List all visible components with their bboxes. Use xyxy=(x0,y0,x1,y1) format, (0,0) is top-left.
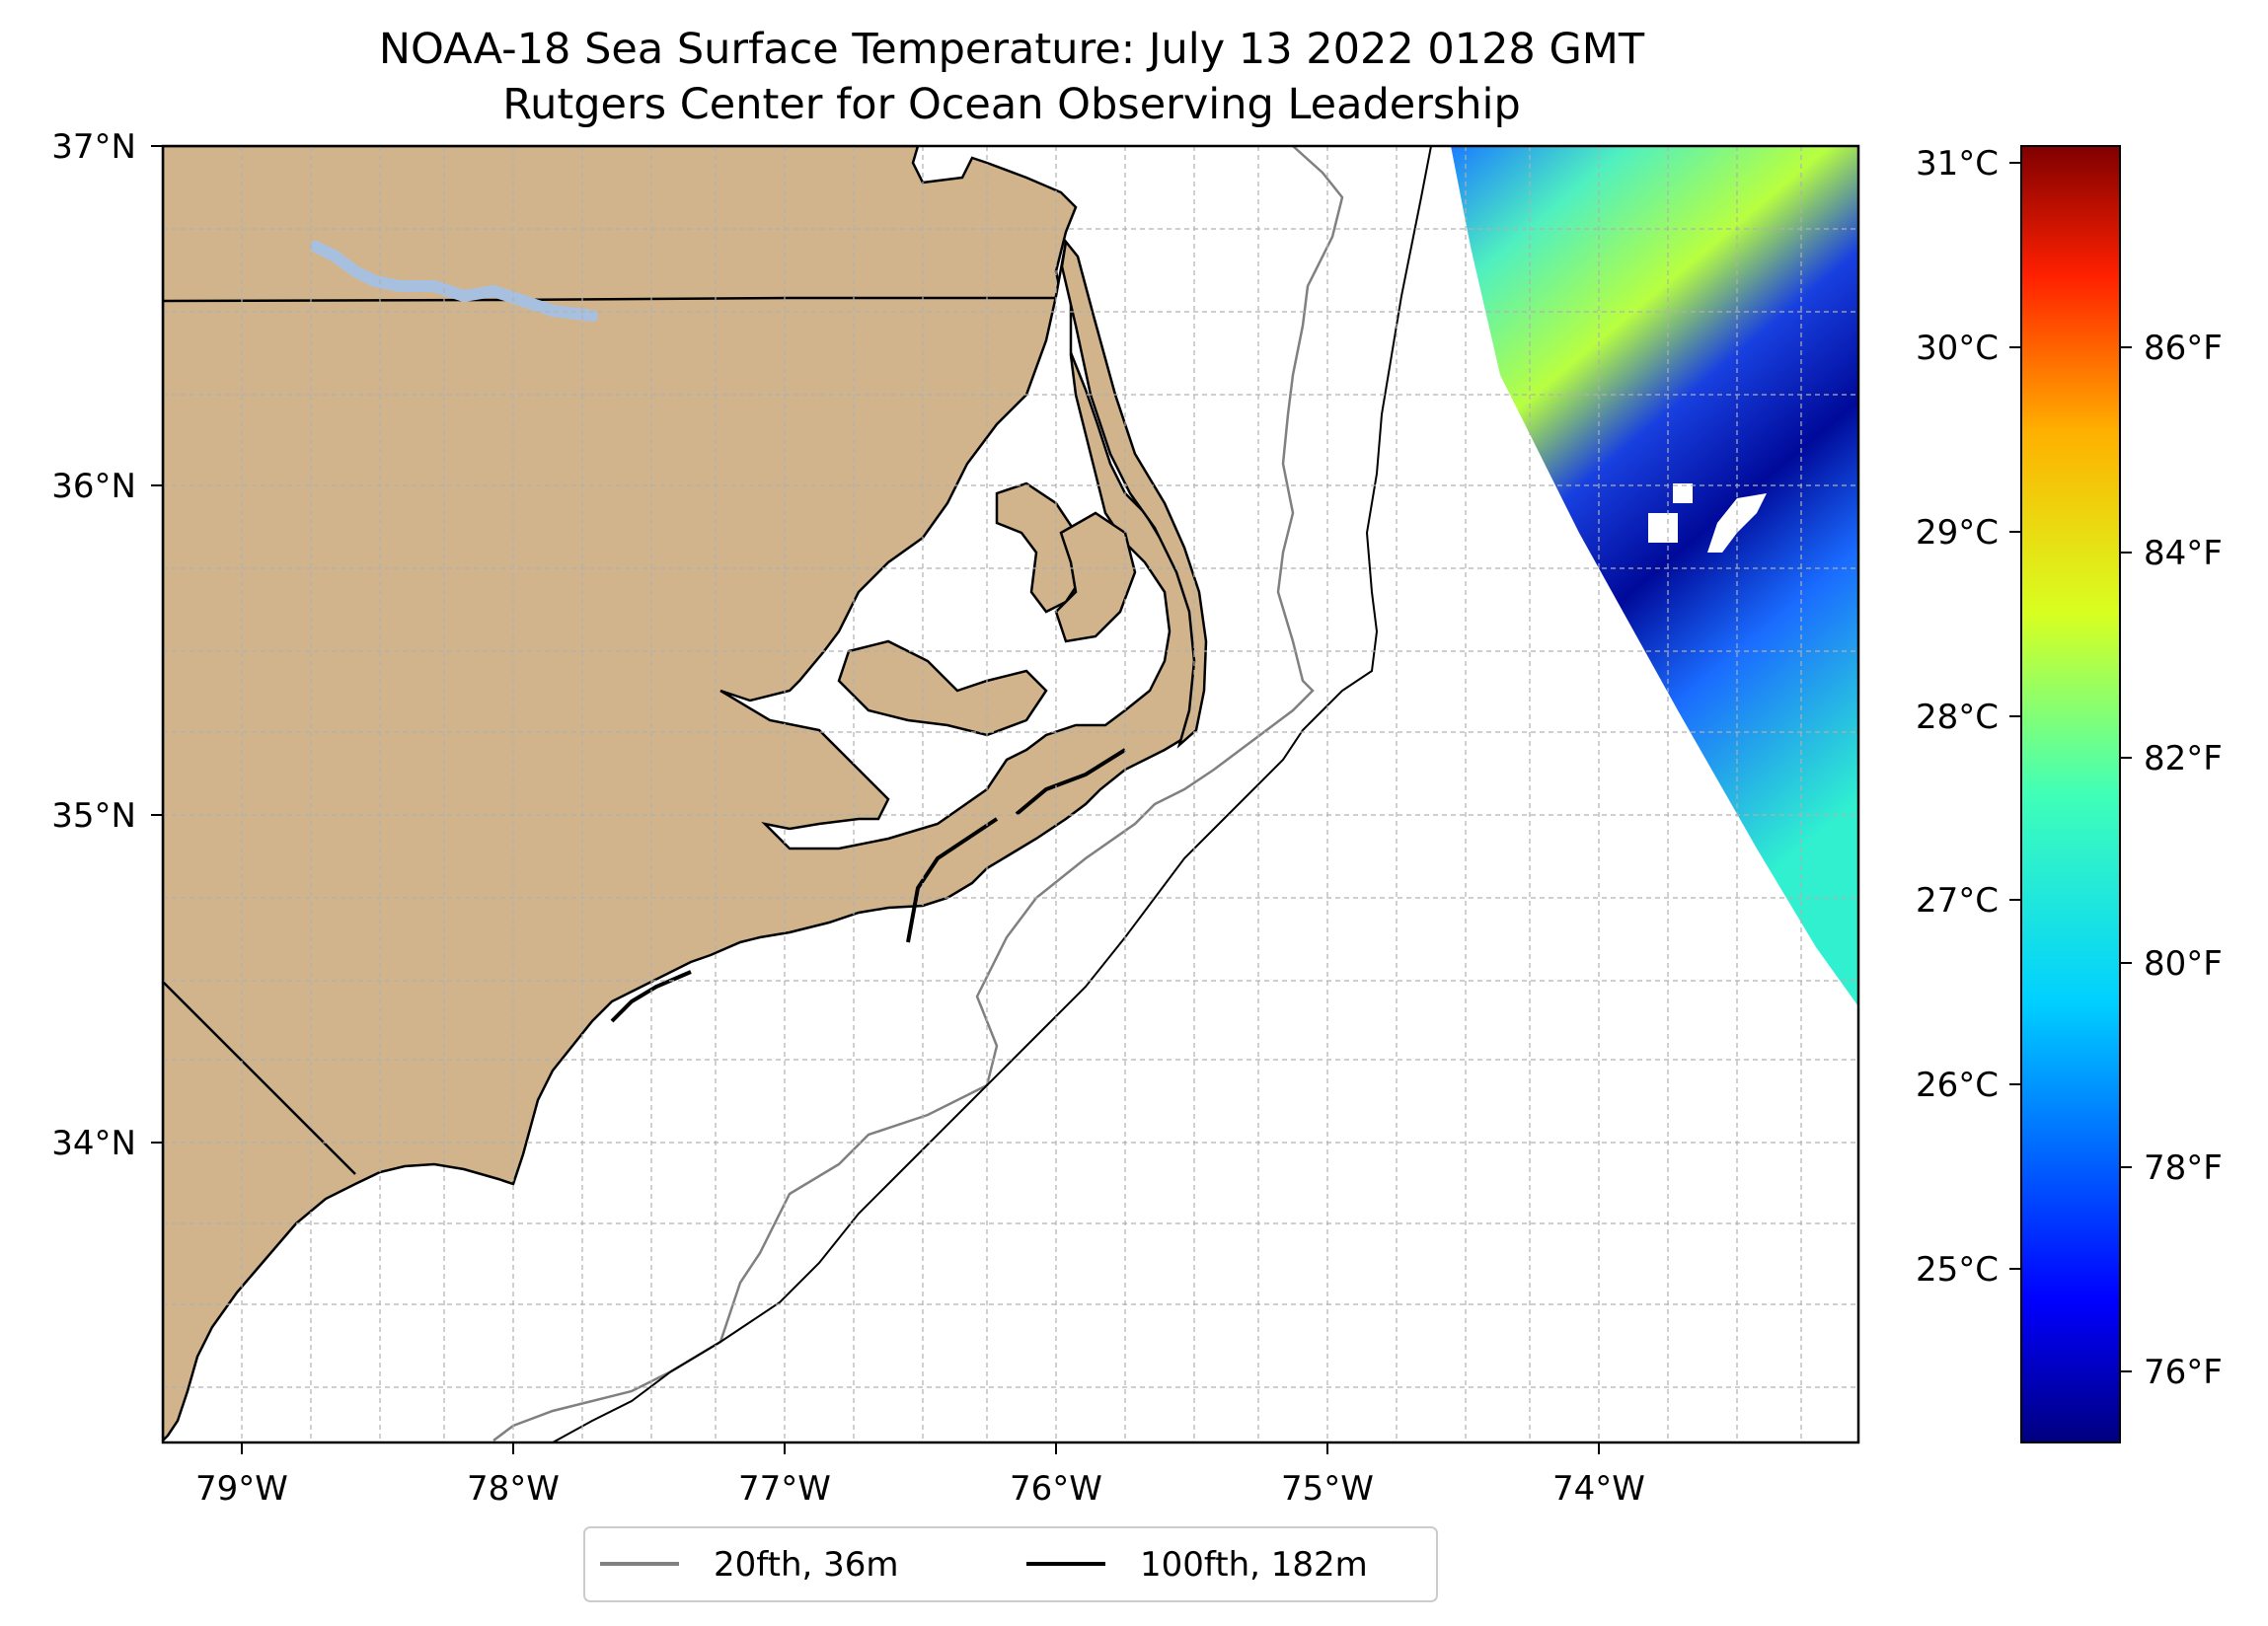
lon-label: 77°W xyxy=(738,1469,831,1509)
sound-water xyxy=(719,241,1172,850)
colorbar-ticks-fahrenheit xyxy=(2120,346,2132,1372)
legend-label-100fth: 100fth, 182m xyxy=(1140,1545,1368,1585)
colorbar-fahrenheit-label: 78°F xyxy=(2144,1148,2223,1188)
lon-ticks xyxy=(241,1442,1600,1454)
gridlines xyxy=(163,146,1858,1442)
lat-ticks xyxy=(151,145,163,1144)
colorbar-fahrenheit-label: 80°F xyxy=(2144,944,2223,984)
colorbar xyxy=(2020,145,2121,1443)
isobath-20fth-line xyxy=(492,146,1344,1441)
map-frame xyxy=(161,144,1860,1444)
lon-label: 79°W xyxy=(195,1469,288,1509)
legend-label-20fth: 20fth, 36m xyxy=(714,1545,899,1585)
legend: 20fth, 36m 100fth, 182m xyxy=(583,1526,1438,1602)
peninsula xyxy=(837,639,1048,737)
lake-gaston xyxy=(310,241,598,322)
chart-title: NOAA-18 Sea Surface Temperature: July 13… xyxy=(378,25,1645,74)
lat-label: 34°N xyxy=(51,1124,136,1163)
colorbar-fahrenheit-label: 84°F xyxy=(2144,534,2223,573)
colorbar-ticks-celsius xyxy=(2009,162,2021,1270)
colorbar-fahrenheit-label: 86°F xyxy=(2144,329,2223,368)
colorbar-fahrenheit-label: 82°F xyxy=(2144,739,2223,778)
lat-label: 37°N xyxy=(51,127,136,167)
peninsula xyxy=(995,481,1088,614)
colorbar-fahrenheit-label: 76°F xyxy=(2144,1353,2223,1392)
isobath-100fth-line xyxy=(552,146,1432,1442)
colorbar-celsius-label: 25°C xyxy=(1916,1250,1999,1290)
sst-swath xyxy=(1451,146,1858,1006)
lon-label: 75°W xyxy=(1281,1469,1374,1509)
peninsula xyxy=(1054,511,1137,643)
colorbar-celsius-label: 31°C xyxy=(1916,144,1999,184)
colorbar-celsius-label: 28°C xyxy=(1916,698,1999,737)
barrier-island xyxy=(610,748,1127,1023)
lat-label: 35°N xyxy=(51,796,136,836)
colorbar-celsius-label: 26°C xyxy=(1916,1066,1999,1105)
lon-label: 74°W xyxy=(1552,1469,1645,1509)
lat-label: 36°N xyxy=(51,467,136,506)
colorbar-celsius-label: 27°C xyxy=(1916,881,1999,921)
colorbar-celsius-label: 30°C xyxy=(1916,329,1999,368)
lon-label: 78°W xyxy=(467,1469,560,1509)
barrier-island xyxy=(1060,239,1208,749)
chart-subtitle: Rutgers Center for Ocean Observing Leade… xyxy=(502,80,1521,129)
lon-label: 76°W xyxy=(1010,1469,1102,1509)
colorbar-celsius-label: 29°C xyxy=(1916,513,1999,553)
